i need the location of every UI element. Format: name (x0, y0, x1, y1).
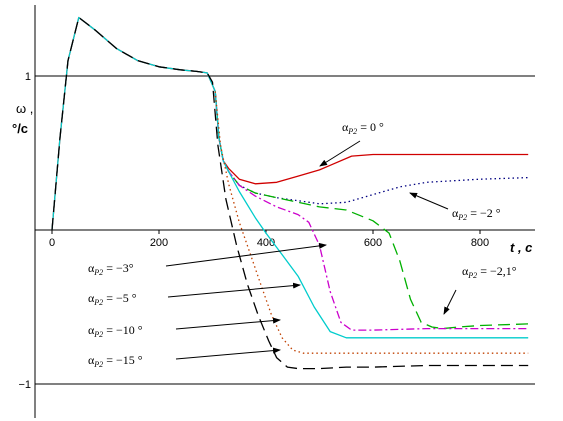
x-tick-label: 800 (471, 237, 489, 249)
series-line-5 (214, 91, 529, 354)
annotation-arrow-a3 (165, 242, 327, 267)
x-tick-label: 0 (49, 237, 55, 249)
annotation-label-a0: αP2 = 0 ° (342, 120, 384, 136)
y-tick-label: 1 (25, 71, 31, 83)
series-line-6 (51, 16, 529, 370)
annotation-layer: αP2 = 0 ° αP2 = −2 ° αP2 = −2,1° αP2 = −3° α… (88, 120, 517, 369)
series-line-2 (214, 91, 529, 330)
annotation-arrow-a10 (175, 317, 281, 330)
grid-layer (35, 75, 535, 385)
annotation-arrow-a5 (167, 282, 301, 298)
y-axis-label-line2: °/c (12, 121, 28, 136)
series-line-0 (51, 16, 529, 231)
annotation-arrow-a21 (443, 289, 457, 315)
y-axis-label-line1: ω , (16, 101, 33, 116)
series-layer (51, 16, 529, 370)
x-tick-label: 600 (364, 237, 382, 249)
x-tick-label: 200 (150, 237, 168, 249)
annotation-label-a10: αP2 = −10 ° (88, 323, 143, 339)
annotation-label-a2: αP2 = −2 ° (452, 206, 501, 222)
series-line-3 (214, 91, 529, 331)
annotation-label-a5: αP2 = −5 ° (88, 291, 137, 307)
annotation-label-a15: αP2 = −15 ° (88, 353, 143, 369)
x-axis-label: t , c (510, 240, 533, 255)
y-tick-label: −1 (18, 379, 31, 391)
annotation-arrow-a15 (175, 347, 281, 360)
series-line-1 (214, 91, 529, 205)
annotation-label-a21: αP2 = −2,1° (462, 264, 517, 280)
annotation-arrow-a0 (319, 140, 361, 167)
annotation-label-a3: αP2 = −3° (88, 261, 134, 277)
annotation-arrow-a2 (409, 192, 449, 210)
x-tick-label: 400 (257, 237, 275, 249)
series-line-4 (51, 16, 529, 339)
axes-layer: 0 200 400 600 800 1 −1 (18, 5, 535, 418)
